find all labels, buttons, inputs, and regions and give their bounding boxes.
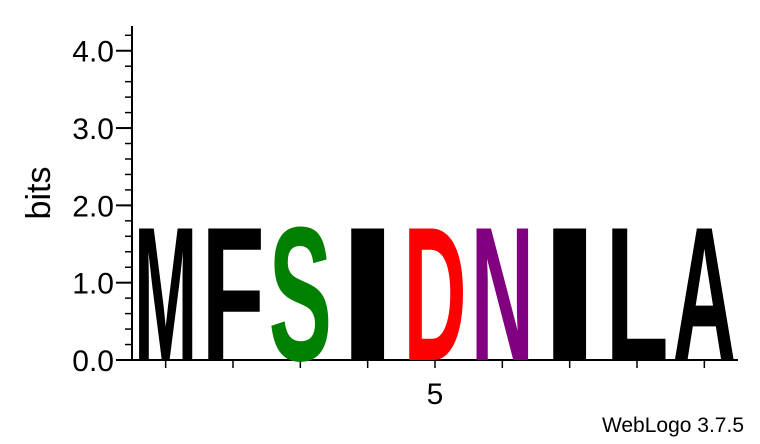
logo-letter-s: S	[269, 186, 332, 400]
y-tick-label: 4.0	[72, 36, 114, 69]
logo-letter-i: I	[336, 187, 399, 401]
x-tick-label: 5	[427, 378, 444, 411]
y-axis-label: bits	[20, 167, 58, 220]
logo-letter-i: I	[538, 187, 601, 401]
y-tick-label: 2.0	[72, 190, 114, 223]
logo-letter-n: N	[471, 186, 534, 401]
logo-letter-f: F	[201, 187, 264, 401]
weblogo-credit: WebLogo 3.7.5	[601, 414, 744, 437]
y-tick-label: 0.0	[72, 345, 114, 378]
logo-letter-a: A	[673, 186, 736, 401]
y-tick-label: 1.0	[72, 268, 114, 301]
logo-letter-l: L	[605, 187, 668, 401]
logo-letter-d: D	[403, 186, 466, 401]
logo-letter-m: M	[134, 187, 197, 401]
y-tick-label: 3.0	[72, 113, 114, 146]
axes: 0.0 1.0 2.0 3.0 4.0 5	[72, 26, 738, 411]
